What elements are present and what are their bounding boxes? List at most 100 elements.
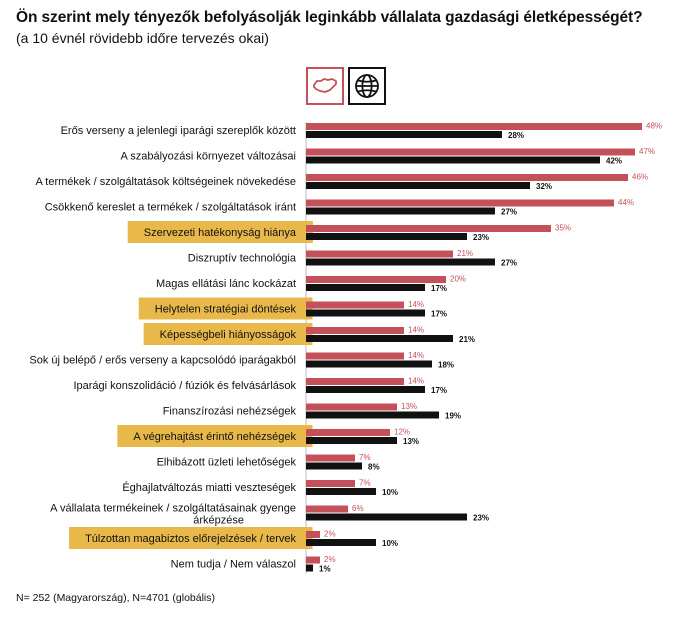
legend-hungary <box>306 67 344 105</box>
bar-global <box>306 309 425 317</box>
value-label-global: 13% <box>403 437 419 446</box>
bar-hungary <box>306 352 404 360</box>
bar-global <box>306 207 495 215</box>
bar-hungary <box>306 225 551 232</box>
bar-hungary <box>306 199 614 207</box>
category-label: A vállalata termékeinek / szolgáltatásai… <box>50 503 296 527</box>
value-label-global: 28% <box>508 131 524 140</box>
category-highlight <box>127 221 313 243</box>
category-label-line: A vállalata termékeinek / szolgáltatásai… <box>50 503 296 515</box>
value-label-hungary: 7% <box>359 453 371 462</box>
category-label: Szervezeti hatékonyság hiánya <box>144 227 297 239</box>
bar-global <box>306 233 467 240</box>
category-highlight <box>117 425 313 447</box>
bar-hungary <box>306 148 635 156</box>
footnote: N= 252 (Magyarország), N=4701 (globális) <box>16 592 216 604</box>
category-label: Helytelen stratégiai döntések <box>155 304 297 316</box>
globe-icon <box>355 74 379 98</box>
bar-hungary <box>306 174 628 181</box>
category-label: Iparági konszolidáció / fúziók és felvás… <box>73 380 296 392</box>
category-label: Képességbeli hiányosságok <box>160 329 297 341</box>
bar-global <box>306 156 600 164</box>
value-label-hungary: 46% <box>632 173 648 182</box>
value-label-hungary: 21% <box>457 249 473 258</box>
category-highlight <box>138 297 313 320</box>
value-label-global: 18% <box>438 361 454 370</box>
value-label-hungary: 14% <box>408 300 424 309</box>
value-label-hungary: 14% <box>408 351 424 360</box>
bar-global <box>306 564 313 572</box>
hungary-map-icon <box>313 78 337 93</box>
bar-hungary <box>306 123 642 130</box>
bar-global <box>306 488 376 495</box>
value-label-hungary: 2% <box>324 530 336 539</box>
category-label: Csökkenő kereslet a termékek / szolgálta… <box>45 202 296 214</box>
category-label: Diszruptív technológia <box>188 253 297 265</box>
category-label: A szabályozási környezet változásai <box>121 151 296 163</box>
value-label-hungary: 48% <box>646 122 662 131</box>
value-label-global: 8% <box>368 463 380 472</box>
bar-hungary <box>306 250 453 258</box>
bar-hungary <box>306 276 446 283</box>
bar-hungary <box>306 327 404 334</box>
category-label: Elhibázott üzleti lehetőségek <box>157 457 297 469</box>
value-label-hungary: 20% <box>450 275 466 284</box>
category-label: A végrehajtást érintő nehézségek <box>133 431 296 443</box>
bar-global <box>306 360 432 368</box>
category-label: Magas ellátási lánc kockázat <box>156 278 296 290</box>
value-label-hungary: 13% <box>401 402 417 411</box>
value-label-hungary: 44% <box>618 198 634 207</box>
bar-global <box>306 131 502 138</box>
value-label-global: 42% <box>606 157 622 166</box>
category-label: Nem tudja / Nem válaszol <box>171 559 296 571</box>
value-label-global: 1% <box>319 565 331 574</box>
bar-global <box>306 335 453 342</box>
value-label-global: 10% <box>382 539 398 548</box>
chart-title: Ön szerint mely tényezők befolyásolják l… <box>16 9 643 26</box>
value-label-global: 23% <box>473 514 489 523</box>
category-label: Sok új belépő / erős verseny a kapcsolód… <box>29 355 296 367</box>
bar-global <box>306 284 425 291</box>
bar-hungary <box>306 429 390 436</box>
value-label-global: 27% <box>501 208 517 217</box>
category-label: Erős verseny a jelenlegi iparági szerepl… <box>61 125 296 137</box>
value-label-hungary: 12% <box>394 428 410 437</box>
value-label-global: 17% <box>431 310 447 319</box>
category-highlight <box>143 323 313 345</box>
value-label-global: 19% <box>445 412 461 421</box>
bar-global <box>306 182 530 189</box>
category-label: A termékek / szolgáltatások költségeinek… <box>36 176 296 188</box>
bar-global <box>306 258 495 266</box>
bar-global <box>306 539 376 546</box>
bar-hungary <box>306 505 348 513</box>
bar-global <box>306 386 425 393</box>
category-label: Éghajlatváltozás miatti veszteségek <box>122 481 296 494</box>
legend-global <box>348 67 386 105</box>
value-label-hungary: 6% <box>352 504 364 513</box>
bar-global <box>306 437 397 444</box>
value-label-global: 32% <box>536 182 552 191</box>
value-label-hungary: 7% <box>359 479 371 488</box>
bar-global <box>306 411 439 419</box>
bar-hungary <box>306 403 397 411</box>
value-label-hungary: 14% <box>408 326 424 335</box>
value-label-global: 23% <box>473 233 489 242</box>
value-label-hungary: 2% <box>324 555 336 564</box>
category-label: Finanszírozási nehézségek <box>163 406 297 418</box>
value-label-global: 17% <box>431 284 447 293</box>
value-label-global: 27% <box>501 259 517 268</box>
bar-hungary <box>306 454 355 462</box>
category-highlight <box>69 527 313 549</box>
bar-hungary <box>306 301 404 309</box>
bar-hungary <box>306 378 404 385</box>
category-label-line: árképzése <box>193 515 244 527</box>
value-label-global: 17% <box>431 386 447 395</box>
value-label-global: 10% <box>382 488 398 497</box>
category-label: Túlzottan magabiztos előrejelzések / ter… <box>85 533 296 545</box>
bar-global <box>306 513 467 521</box>
value-label-hungary: 47% <box>639 147 655 156</box>
value-label-hungary: 35% <box>555 224 571 233</box>
bar-global <box>306 462 362 470</box>
bar-hungary <box>306 531 320 538</box>
